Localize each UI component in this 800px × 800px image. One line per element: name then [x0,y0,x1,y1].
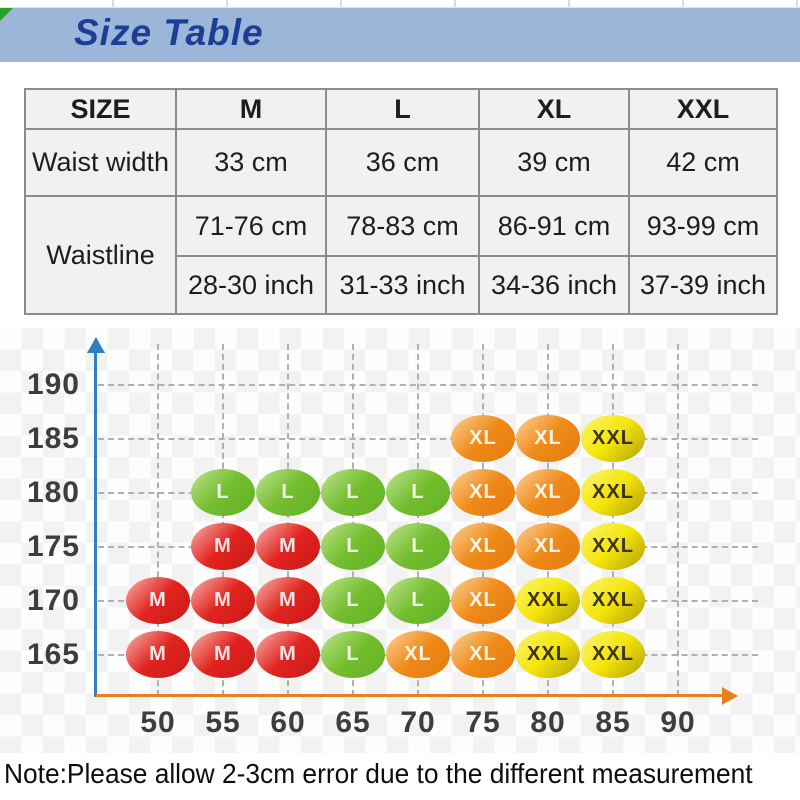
size-bubble-xxl: XXL [516,631,580,678]
grid-line-vertical [482,344,484,696]
grid-line-vertical [612,344,614,696]
size-bubble-m: M [126,577,190,624]
size-chart: 50 55 60 65 70 75 80 85 90 190 185 180 175 170 165 M M M M… [0,328,800,753]
x-tick-label: 65 [335,706,371,739]
size-bubble-xl: XL [451,469,515,516]
size-bubble-l: L [386,469,450,516]
size-bubble-l: L [321,577,385,624]
x-tick-label: 85 [595,706,631,739]
cell-waistline-inch-m: 28-30 inch [175,255,327,315]
y-tick-label: 175 [26,530,80,563]
cell-waist-width-m: 33 cm [175,128,327,197]
grid-line-horizontal [98,438,758,440]
size-bubble-xxl: XXL [581,415,645,462]
size-bubble-l: L [256,469,320,516]
cell-waist-width-l: 36 cm [325,128,480,197]
size-bubble-m: M [191,577,255,624]
size-bubble-xl: XL [451,577,515,624]
y-tick-label: 185 [26,422,80,455]
y-tick-label: 165 [26,638,80,671]
cell-waistline-inch-l: 31-33 inch [325,255,480,315]
x-tick-label: 70 [400,706,436,739]
size-bubble-xxl: XXL [581,523,645,570]
table-row-waistline-cm: Waistline 71-76 cm 78-83 cm 86-91 cm 93-… [24,195,778,315]
size-bubble-xxl: XXL [581,631,645,678]
corner-flag-icon [0,8,13,21]
spreadsheet-grid-strip [0,0,800,8]
size-bubble-xxl: XXL [581,577,645,624]
cell-waistline-cm-l: 78-83 cm [325,195,480,257]
cell-waistline-cm-xl: 86-91 cm [478,195,630,257]
size-bubble-xl: XL [451,415,515,462]
cell-waist-width-xxl: 42 cm [628,128,778,197]
size-bubble-xl: XL [451,523,515,570]
cell-waistline-cm-m: 71-76 cm [175,195,327,257]
grid-line-vertical [352,344,354,696]
size-bubble-l: L [321,631,385,678]
table-header-row: SIZE M L XL XXL [24,88,778,130]
size-bubble-xl: XL [516,469,580,516]
size-bubble-xl: XL [386,631,450,678]
x-tick-label: 80 [530,706,566,739]
cell-waist-width-xl: 39 cm [478,128,630,197]
x-tick-label: 55 [205,706,241,739]
col-header-size: SIZE [24,88,177,130]
size-bubble-l: L [191,469,255,516]
page-title: Size Table [74,12,264,53]
col-header-xl: XL [478,88,630,130]
table-row-waist-width: Waist width 33 cm 36 cm 39 cm 42 cm [24,128,778,197]
col-header-m: M [175,88,327,130]
row-label-waistline: Waistline [24,195,177,315]
y-axis [94,352,97,697]
table-row-waistline-inch: 28-30 inch 31-33 inch 34-36 inch 37-39 i… [25,255,778,315]
title-banner: Size Table [0,8,800,62]
x-axis [96,694,724,697]
size-bubble-xl: XL [516,415,580,462]
cell-waistline-inch-xxl: 37-39 inch [628,255,778,315]
cell-waistline-cm-xxl: 93-99 cm [628,195,778,257]
grid-line-vertical [417,344,419,696]
cell-waistline-inch-xl: 34-36 inch [478,255,630,315]
grid-line-vertical [157,344,159,696]
size-bubble-xl: XL [451,631,515,678]
size-bubble-m: M [191,631,255,678]
size-bubble-m: M [126,631,190,678]
y-tick-label: 180 [26,476,80,509]
col-header-xxl: XXL [628,88,778,130]
x-tick-label: 60 [270,706,306,739]
grid-line-horizontal [98,384,758,386]
size-bubble-xl: XL [516,523,580,570]
size-bubble-l: L [321,523,385,570]
size-bubble-m: M [256,577,320,624]
y-axis-arrow-icon [87,337,105,353]
x-tick-label: 50 [140,706,176,739]
y-tick-label: 170 [26,584,80,617]
measurement-note: Note:Please allow 2-3cm error due to the… [4,758,753,789]
grid-line-vertical [677,344,679,696]
size-bubble-m: M [256,631,320,678]
grid-line-vertical [547,344,549,696]
size-bubble-xxl: XXL [516,577,580,624]
x-tick-label: 75 [465,706,501,739]
x-tick-label: 90 [660,706,696,739]
size-bubble-xxl: XXL [581,469,645,516]
row-label-waist-width: Waist width [24,128,177,197]
grid-line-vertical [287,344,289,696]
size-bubble-l: L [386,577,450,624]
col-header-l: L [325,88,480,130]
grid-line-vertical [222,344,224,696]
size-bubble-m: M [191,523,255,570]
size-bubble-l: L [386,523,450,570]
size-table: SIZE M L XL XXL Waist width 33 cm 36 cm … [24,88,778,315]
size-bubble-m: M [256,523,320,570]
y-tick-label: 190 [26,368,80,401]
size-bubble-l: L [321,469,385,516]
x-axis-arrow-icon [722,687,738,705]
